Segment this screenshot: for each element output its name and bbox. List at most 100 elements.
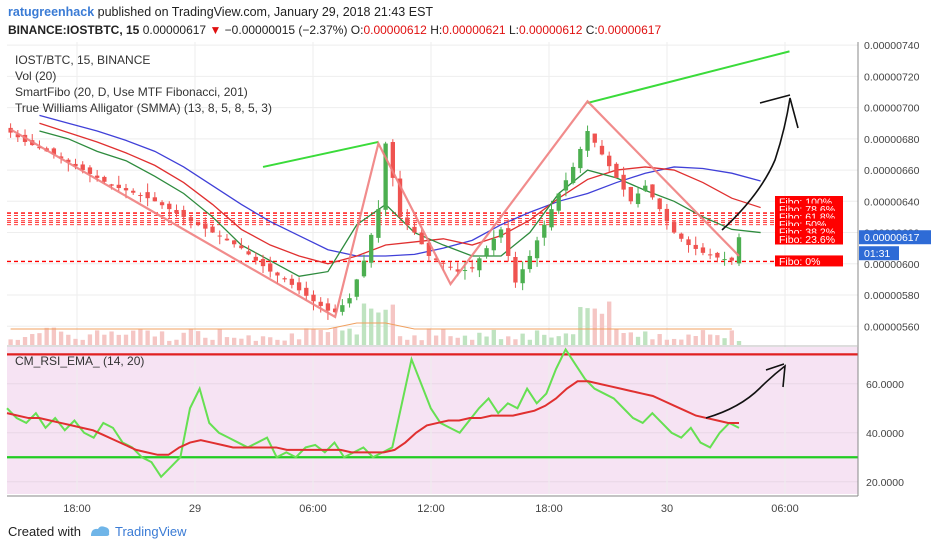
volume-bar — [340, 330, 345, 345]
candle-body — [347, 298, 352, 304]
drawn-arrow-price — [721, 94, 799, 231]
candle-body — [383, 143, 388, 210]
candle-body — [693, 244, 698, 249]
candle-body — [195, 222, 201, 225]
volume-bar — [51, 327, 57, 345]
legend-title: IOST/BTC, 15, BINANCE — [15, 53, 150, 67]
candle-body — [599, 145, 605, 155]
candle-body — [87, 167, 93, 174]
volume-bar — [563, 333, 569, 345]
volume-bar — [441, 329, 446, 345]
fibo-label: Fibo: 0% — [779, 256, 820, 268]
volume-bar — [700, 330, 706, 345]
candle-body — [66, 159, 71, 163]
candle-body — [643, 185, 648, 191]
volume-bar — [650, 339, 655, 345]
candle-body — [455, 269, 460, 272]
candle-body — [405, 217, 410, 225]
candle-body — [332, 308, 338, 313]
price-tags: Fibo: 100%Fibo: 78.6%Fibo: 61.8%Fibo: 50… — [775, 196, 931, 268]
volume-bar — [361, 303, 367, 345]
volume-bar — [664, 339, 670, 345]
candle-body — [73, 163, 78, 167]
x-tick-label: 18:00 — [63, 503, 91, 515]
candle-body — [94, 175, 100, 178]
volume-bar — [66, 334, 71, 345]
y-tick-label: 0.00000720 — [864, 71, 920, 83]
author-link[interactable]: ratugreenhack — [8, 5, 95, 19]
volume-bar — [621, 333, 626, 345]
volume-bar — [289, 333, 295, 345]
candle-body — [203, 223, 208, 229]
legend-rsi: CM_RSI_EMA_ (14, 20) — [15, 354, 144, 368]
candle-body — [275, 272, 280, 276]
candle-body — [174, 209, 179, 214]
candle-body — [361, 260, 367, 277]
candle-body — [296, 282, 302, 291]
y-tick-label: 0.00000560 — [864, 321, 920, 333]
candle-body — [664, 208, 670, 221]
volume-bar — [347, 328, 352, 345]
candle-body — [520, 269, 525, 284]
trendline — [587, 50, 790, 104]
volume-bar — [671, 338, 677, 345]
volume-ma-line — [10, 322, 732, 330]
candle-body — [607, 155, 612, 167]
alligator-jaw — [39, 114, 761, 257]
candle-body — [217, 235, 222, 237]
volume-bar — [412, 335, 417, 345]
x-tick-label: 29 — [189, 503, 201, 515]
volume-bar — [534, 330, 540, 345]
tradingview-link[interactable]: TradingView — [114, 524, 187, 539]
fibo-label-box — [775, 203, 843, 215]
candle-body — [102, 176, 107, 182]
candle-body — [433, 258, 439, 260]
y-tick-label: 0.00000580 — [864, 290, 920, 302]
volume-bar — [282, 340, 287, 345]
volume-bar — [311, 328, 316, 345]
volume-bar — [123, 334, 129, 345]
volume-bar — [405, 339, 410, 345]
candle-body — [159, 202, 165, 206]
volume-bar — [715, 335, 720, 345]
candle-body — [715, 252, 720, 258]
y-tick-label: 0.00000680 — [864, 134, 920, 146]
y-tick-label: 0.00000600 — [864, 259, 920, 271]
candle-body — [722, 259, 727, 261]
volume-bar — [448, 336, 453, 345]
volume-bar — [188, 328, 194, 345]
x-tick-label: 06:00 — [771, 503, 799, 515]
countdown-tag — [859, 246, 899, 261]
volume-bar — [693, 335, 698, 345]
fibo-label-box — [775, 218, 843, 230]
candle-body — [232, 240, 237, 245]
volume-bar — [138, 328, 143, 345]
y-tick-label: 0.00000660 — [864, 165, 920, 177]
candle-body — [506, 228, 511, 256]
candle-body — [376, 209, 381, 238]
candle-body — [340, 305, 345, 312]
last-price-text: 0.00000617 — [864, 232, 920, 244]
volume-bar — [455, 337, 460, 345]
volume-bar — [643, 331, 648, 345]
volume-bar — [477, 332, 482, 345]
volume-bar — [80, 339, 85, 345]
volume-bar — [22, 337, 28, 345]
trendline — [262, 140, 379, 168]
volume-bar — [354, 334, 359, 345]
candle-body — [224, 238, 230, 241]
volume-bar — [210, 339, 215, 345]
rsi-tick-label: 40.0000 — [866, 428, 904, 440]
candle-body — [650, 184, 655, 198]
volume-bar — [131, 330, 136, 345]
fibo-label-box — [775, 211, 843, 222]
open-label: O: — [350, 23, 364, 37]
volume-bar — [224, 337, 230, 345]
candle-body — [131, 190, 136, 193]
candle-body — [549, 209, 554, 228]
volume-bar — [369, 308, 374, 345]
candle-body — [671, 221, 677, 233]
volume-bar — [152, 336, 158, 345]
rsi-tick-label: 20.0000 — [866, 477, 904, 489]
